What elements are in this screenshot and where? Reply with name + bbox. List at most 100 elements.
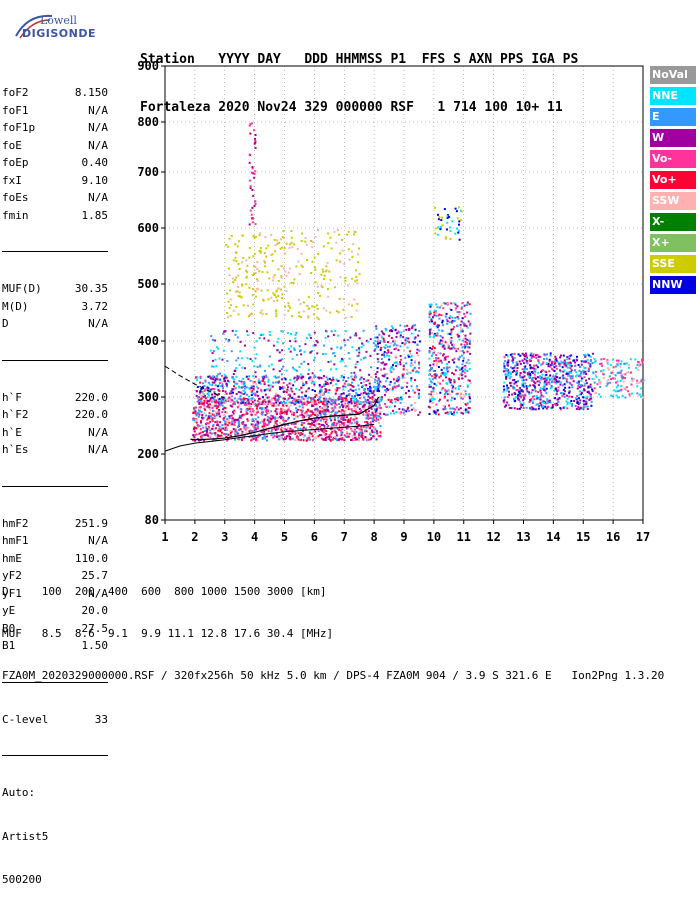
- echo-dot: [310, 239, 313, 242]
- echo-dot: [577, 406, 580, 409]
- echo-dot: [266, 271, 269, 274]
- echo-dot: [244, 424, 247, 427]
- echo-dot: [521, 394, 524, 397]
- echo-dot: [590, 400, 593, 403]
- param-row: foF1p N/A: [2, 119, 108, 137]
- echo-dot: [276, 436, 279, 439]
- echo-dot: [208, 406, 211, 409]
- echo-dot: [395, 385, 398, 388]
- echo-dot: [606, 383, 609, 386]
- echo-dot: [203, 430, 206, 433]
- echo-dot: [211, 407, 214, 410]
- echo-dot: [275, 401, 278, 404]
- echo-dot: [438, 329, 441, 332]
- echo-dot: [353, 410, 356, 413]
- echo-dot: [342, 397, 345, 400]
- echo-dot: [220, 431, 223, 434]
- echo-dot: [344, 344, 347, 347]
- echo-dot: [330, 360, 333, 363]
- echo-dot: [282, 419, 285, 422]
- echo-dot: [464, 315, 467, 318]
- echo-dot: [270, 363, 273, 366]
- echo-dot: [384, 389, 387, 392]
- echo-dot: [306, 388, 309, 391]
- echo-dot: [322, 245, 325, 248]
- echo-dot: [283, 247, 286, 250]
- echo-dot: [429, 346, 432, 349]
- param-group-confidence: C-level 33: [2, 711, 108, 729]
- echo-dot: [211, 381, 214, 384]
- echo-dot: [394, 364, 397, 367]
- param-label: hmE: [2, 551, 22, 565]
- echo-dot: [355, 420, 358, 423]
- echo-dot: [465, 325, 468, 328]
- echo-dot: [199, 390, 202, 393]
- echo-dot: [462, 339, 465, 342]
- echo-dot: [281, 401, 284, 404]
- echo-dot: [456, 315, 459, 318]
- echo-dot: [359, 377, 362, 380]
- echo-dot: [410, 377, 413, 380]
- echo-dot: [270, 296, 273, 299]
- echo-dot: [571, 403, 574, 406]
- echo-dot: [466, 311, 469, 314]
- echo-dot: [449, 337, 452, 340]
- echo-dot: [309, 410, 312, 413]
- echo-dot: [370, 417, 373, 420]
- echo-dot: [370, 401, 373, 404]
- echo-dot: [256, 420, 259, 423]
- echo-dot: [330, 423, 333, 426]
- echo-dot: [352, 378, 355, 381]
- echo-dot: [533, 395, 536, 398]
- echo-dot: [429, 312, 432, 315]
- echo-dot: [297, 377, 300, 380]
- echo-dot: [640, 380, 643, 383]
- echo-dot: [322, 418, 325, 421]
- echo-dot: [209, 349, 212, 352]
- echo-dot: [433, 346, 436, 349]
- echo-dot: [430, 393, 433, 396]
- echo-dot: [356, 405, 359, 408]
- echo-dot: [433, 411, 436, 414]
- echo-dot: [225, 411, 228, 414]
- echo-dot: [456, 333, 459, 336]
- echo-dot: [317, 430, 320, 433]
- echo-dot: [317, 396, 320, 399]
- echo-dot: [571, 377, 574, 380]
- echo-dot: [314, 236, 317, 239]
- echo-dot: [460, 411, 463, 414]
- echo-dot: [259, 333, 262, 336]
- echo-dot: [251, 274, 254, 277]
- echo-dot: [275, 290, 278, 293]
- echo-dot: [433, 360, 436, 363]
- echo-dot: [408, 341, 411, 344]
- echo-dot: [451, 220, 454, 223]
- echo-dot: [405, 337, 408, 340]
- echo-dot: [511, 370, 514, 373]
- echo-dot: [429, 380, 432, 383]
- echo-dot: [280, 386, 283, 389]
- echo-dot: [200, 397, 203, 400]
- echo-dot: [450, 341, 453, 344]
- legend-item-nnw: NNW: [650, 276, 696, 294]
- echo-dot: [384, 373, 387, 376]
- echo-dot: [340, 376, 343, 379]
- echo-dot: [296, 376, 299, 379]
- echo-dot: [261, 375, 264, 378]
- echo-dot: [218, 372, 221, 375]
- echo-dot: [512, 379, 515, 382]
- echo-dot: [583, 403, 586, 406]
- echo-dot: [315, 400, 318, 403]
- echo-dot: [347, 284, 350, 287]
- echo-dot: [360, 381, 363, 384]
- echo-dot: [443, 388, 446, 391]
- echo-dot: [562, 361, 565, 364]
- echo-dot: [379, 431, 382, 434]
- echo-dot: [524, 352, 527, 355]
- echo-dot: [275, 296, 278, 299]
- echo-dot: [329, 397, 332, 400]
- echo-dot: [365, 385, 368, 388]
- echo-dot: [518, 407, 521, 410]
- echo-dot: [214, 402, 217, 405]
- echo-dot: [277, 399, 280, 402]
